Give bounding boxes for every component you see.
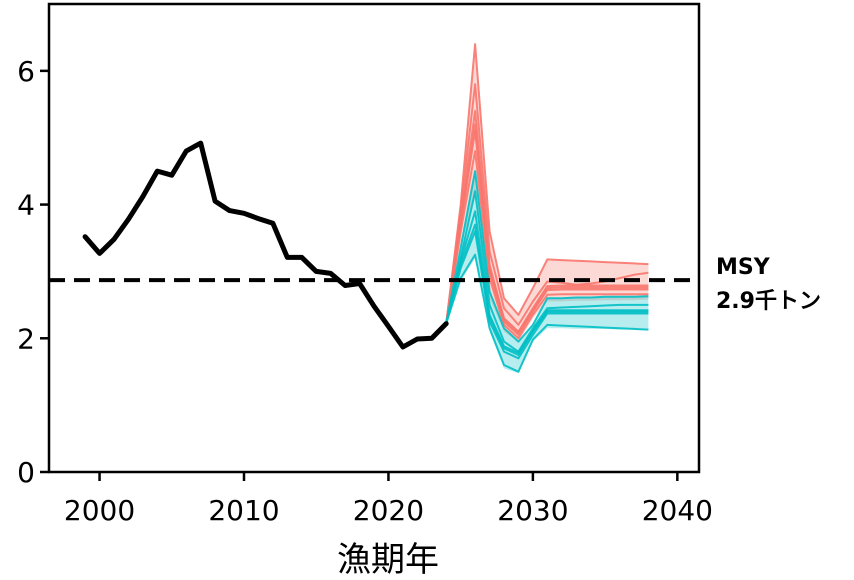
projection-line-2-3 — [445, 190, 649, 353]
projection-line-1-1 — [445, 110, 649, 333]
projection-line-2-6 — [445, 210, 649, 354]
projection-line-1-4 — [445, 150, 649, 340]
historical-series-line — [82, 140, 449, 350]
y-tick-label-0: 0 — [17, 456, 35, 489]
x-tick-label-2030: 2030 — [497, 494, 568, 527]
projection-line-2-2 — [445, 230, 649, 360]
x-tick-label-2010: 2010 — [208, 494, 279, 527]
projection-line-1-5 — [445, 43, 649, 324]
projection-line-2-5 — [445, 170, 649, 343]
x-tick-label-2020: 2020 — [353, 494, 424, 527]
msy-label: MSY — [716, 255, 771, 280]
axes: 2000 2010 2020 2030 2040 0 2 4 6 — [17, 2, 713, 527]
projection-line-1-6 — [445, 123, 649, 334]
y-tick-label-6: 6 — [17, 55, 35, 88]
msy-value-label: 2.9千トン — [716, 289, 821, 314]
y-tick-label-2: 2 — [17, 322, 35, 355]
plot-frame — [47, 2, 701, 474]
x-tick-label-2040: 2040 — [642, 494, 713, 527]
y-tick-label-4: 4 — [17, 189, 35, 222]
x-axis-label: 漁期年 — [337, 540, 439, 580]
plot-area — [49, 43, 699, 374]
x-tick-label-2000: 2000 — [64, 494, 135, 527]
